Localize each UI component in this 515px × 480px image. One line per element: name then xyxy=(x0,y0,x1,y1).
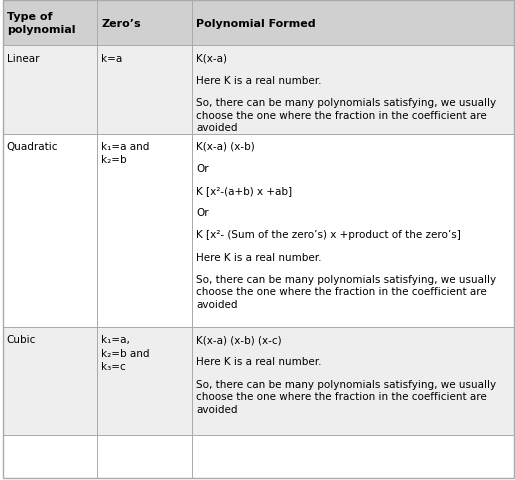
Text: K(x-a) (x-b) (x-c): K(x-a) (x-b) (x-c) xyxy=(196,335,282,345)
Text: Here K is a real number.: Here K is a real number. xyxy=(196,252,321,262)
Text: Cubic: Cubic xyxy=(7,335,36,345)
Text: K [x²- (Sum of the zero’s) x +product of the zero’s]: K [x²- (Sum of the zero’s) x +product of… xyxy=(196,230,461,240)
Text: So, there can be many polynomials satisfying, we usually
choose the one where th: So, there can be many polynomials satisf… xyxy=(196,97,496,133)
Bar xyxy=(192,46,514,134)
Text: Zero’s: Zero’s xyxy=(101,19,141,29)
Text: k₁=a and
k₂=b: k₁=a and k₂=b xyxy=(101,142,150,165)
Text: K(x-a) (x-b): K(x-a) (x-b) xyxy=(196,142,254,152)
Text: Linear: Linear xyxy=(7,53,39,63)
Text: Quadratic: Quadratic xyxy=(7,142,58,152)
Bar xyxy=(3,327,97,435)
Bar xyxy=(192,327,514,435)
Text: Or: Or xyxy=(196,208,209,218)
Bar xyxy=(192,134,514,327)
Text: Here K is a real number.: Here K is a real number. xyxy=(196,75,321,85)
Text: Or: Or xyxy=(196,164,209,174)
Text: k₁=a,
k₂=b and
k₃=c: k₁=a, k₂=b and k₃=c xyxy=(101,335,150,371)
Bar xyxy=(3,46,97,134)
Text: k=a: k=a xyxy=(101,53,123,63)
Bar xyxy=(97,1,192,46)
Text: Polynomial Formed: Polynomial Formed xyxy=(196,19,316,29)
Bar xyxy=(97,46,192,134)
Bar xyxy=(192,1,514,46)
Text: Here K is a real number.: Here K is a real number. xyxy=(196,357,321,367)
Bar xyxy=(97,327,192,435)
Text: K(x-a): K(x-a) xyxy=(196,53,227,63)
Text: So, there can be many polynomials satisfying, we usually
choose the one where th: So, there can be many polynomials satisf… xyxy=(196,274,496,310)
Text: K [x²-(a+b) x +ab]: K [x²-(a+b) x +ab] xyxy=(196,186,292,196)
Bar xyxy=(97,134,192,327)
Text: Type of
polynomial: Type of polynomial xyxy=(7,12,75,35)
Text: So, there can be many polynomials satisfying, we usually
choose the one where th: So, there can be many polynomials satisf… xyxy=(196,379,496,414)
Bar xyxy=(3,1,97,46)
Bar xyxy=(3,134,97,327)
